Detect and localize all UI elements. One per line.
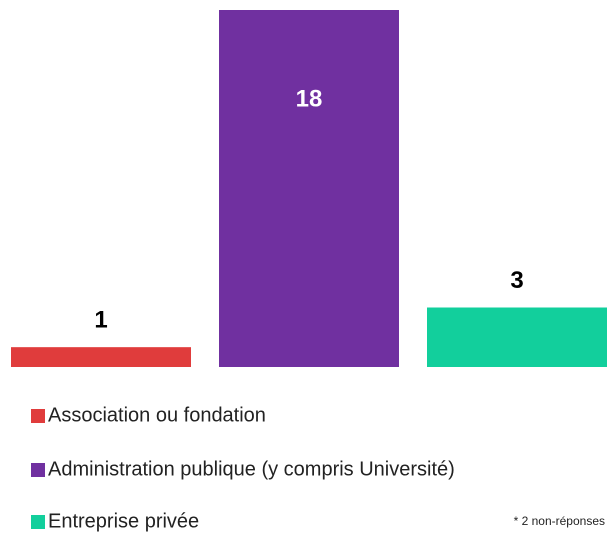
annotation: * 2 non-réponses — [514, 514, 605, 528]
legend-swatch — [31, 409, 45, 423]
data-label: 18 — [296, 85, 323, 112]
bar — [219, 10, 399, 367]
legend-label: Administration publique (y compris Unive… — [48, 458, 455, 480]
legend-label: Entreprise privée — [48, 510, 199, 532]
legend-swatch — [31, 515, 45, 529]
legend-label: Association ou fondation — [48, 404, 266, 426]
bar — [427, 307, 607, 367]
data-label: 1 — [94, 307, 107, 334]
data-label: 3 — [510, 267, 523, 294]
legend-swatch — [31, 463, 45, 477]
bar — [11, 347, 191, 367]
